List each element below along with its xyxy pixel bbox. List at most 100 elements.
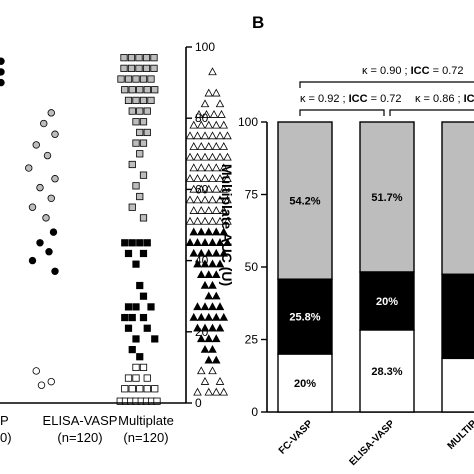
- elisa-vasp-point: [135, 54, 143, 62]
- scatter-points: [0, 54, 232, 405]
- multiplate-point: [208, 67, 217, 76]
- bar-segment: [359, 271, 415, 331]
- multiplate-point: [215, 216, 225, 225]
- bar-segment-label: 51.7%: [371, 192, 402, 204]
- elisa-vasp-point: [132, 118, 140, 126]
- multiplate-point: [200, 195, 210, 204]
- multiplate-point: [204, 163, 214, 172]
- category-label-count: (n=120): [123, 430, 168, 445]
- multiplate-point: [211, 227, 221, 236]
- bracket-line: [299, 81, 474, 88]
- elisa-vasp-point: [124, 374, 133, 382]
- multiplate-point: [208, 259, 217, 268]
- multiplate-point: [204, 334, 214, 343]
- multiplate-point: [193, 174, 202, 182]
- fc-vasp-point: [25, 164, 33, 172]
- icc-value: = 0.72: [368, 93, 402, 105]
- elisa-vasp-point: [139, 313, 148, 322]
- multiplate-point: [215, 195, 225, 204]
- elisa-vasp-point: [132, 75, 140, 83]
- multiplate-point: [196, 206, 206, 214]
- bar-segment: [277, 121, 333, 280]
- multiplate-point: [196, 248, 206, 257]
- multiplate-point: [219, 120, 229, 129]
- elisa-vasp-point: [132, 182, 140, 190]
- fc-vasp-point: [37, 381, 46, 389]
- multiplate-point: [189, 142, 199, 150]
- elisa-vasp-point: [132, 335, 140, 343]
- multiplate-point: [208, 366, 217, 375]
- bar-y-axis: 0 25 50 75 100: [238, 115, 474, 419]
- multiplate-point: [211, 163, 221, 172]
- multiplate-point: [200, 280, 210, 289]
- elisa-vasp-point: [136, 86, 144, 94]
- elisa-vasp-point: [124, 249, 133, 258]
- multiplate-point: [204, 387, 214, 396]
- multiplate-point: [194, 110, 204, 118]
- multiplate-point: [211, 334, 221, 343]
- panel-letter: B: [252, 13, 264, 32]
- bar-y-tick-label: 100: [238, 115, 258, 129]
- multiplate-point: [189, 248, 199, 257]
- fc-vasp-point: [36, 183, 44, 192]
- elisa-vasp-point: [117, 75, 125, 83]
- stacked-bars: 20% 25.8% 54.2% 28.3% 20% 51.7%: [277, 121, 474, 413]
- bar-segment: [359, 121, 415, 273]
- right-axis-tick-label: 0: [195, 396, 202, 410]
- bracket-line: [299, 109, 385, 116]
- elisa-vasp-point: [142, 54, 151, 62]
- multiplate-point: [193, 131, 202, 140]
- category-label-count: (n=120): [57, 430, 102, 445]
- category-label-name: ELISA-VASP: [43, 413, 118, 428]
- multiplate-point: [200, 131, 210, 140]
- elisa-vasp-point: [132, 139, 140, 147]
- multiplate-point: [200, 259, 210, 268]
- multiplate-point: [211, 355, 221, 364]
- elisa-vasp-point: [128, 239, 136, 247]
- fc-vasp-point: [0, 57, 5, 65]
- bar-segment-label: 25.8%: [289, 312, 320, 324]
- fc-vasp-point: [45, 247, 53, 256]
- bar-segment: [277, 353, 333, 413]
- multiplate-point: [189, 163, 199, 172]
- right-axis-tick-label: 20: [195, 325, 209, 339]
- bar-category-labels: FC-VASP ELISA-VASP MULTIP: [277, 418, 474, 468]
- elisa-vasp-point: [136, 239, 144, 247]
- multiplate-point: [208, 323, 217, 332]
- multiplate-point: [196, 312, 206, 321]
- elisa-vasp-point: [143, 385, 151, 393]
- multiplate-point: [196, 366, 206, 375]
- elisa-vasp-point: [128, 385, 136, 393]
- elisa-vasp-point: [143, 86, 151, 94]
- multiplate-point: [185, 238, 195, 247]
- multiplate-point: [211, 291, 221, 300]
- elisa-vasp-point: [139, 118, 148, 126]
- bar-category-label: ELISA-VASP: [347, 418, 397, 468]
- multiplate-point: [204, 184, 214, 193]
- bar-y-tick-label: 75: [245, 188, 259, 202]
- multiplate-point: [211, 142, 221, 150]
- multiplate-point: [208, 344, 217, 353]
- elisa-vasp-point: [136, 128, 144, 137]
- icc-label: ICC: [349, 93, 368, 105]
- category-label-name: P: [0, 413, 9, 428]
- multiplate-point: [219, 387, 229, 396]
- right-axis-label: Multiplate AUC (U): [219, 164, 235, 286]
- multiplate-point: [208, 131, 217, 140]
- multiplate-point: [223, 216, 232, 225]
- bar-segment-label: 54.2%: [289, 196, 320, 208]
- multiplate-point: [215, 377, 225, 385]
- elisa-vasp-point: [139, 363, 148, 372]
- right-axis-tick-label: 40: [195, 254, 209, 268]
- bracket-label: κ = 0.90 ; ICC = 0.72: [362, 65, 464, 77]
- multiplate-point: [193, 259, 202, 268]
- multiplate-point: [196, 270, 206, 279]
- multiplate-point: [185, 195, 195, 204]
- multiplate-point: [211, 120, 221, 129]
- multiplate-point: [204, 120, 214, 129]
- kappa-value: κ = 0.92 ;: [300, 93, 349, 105]
- bar-segment-label: 20%: [294, 378, 316, 390]
- multiplate-point: [209, 110, 219, 118]
- multiplate-point: [204, 142, 214, 150]
- elisa-vasp-point: [128, 86, 136, 94]
